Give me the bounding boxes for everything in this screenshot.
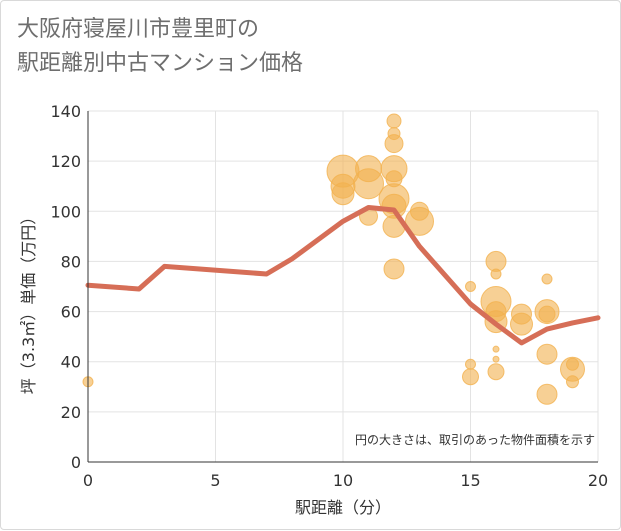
- bubble-point: [510, 312, 533, 336]
- bubble-point: [465, 281, 476, 292]
- bubble-point: [353, 168, 384, 200]
- y-tick-label: 120: [50, 152, 81, 171]
- chart-title-line-1: 大阪府寝屋川市豊里町の: [17, 17, 260, 42]
- y-tick-label: 40: [61, 353, 81, 372]
- chart-title-line-2: 駅距離別中古マンション価格: [17, 51, 304, 76]
- trend-line: [85, 205, 601, 346]
- bubble-point: [538, 305, 556, 323]
- axes: 0 20 40 60 80 100 120 140 0 5 10 15 20: [50, 102, 608, 490]
- bubble-point: [490, 268, 502, 280]
- x-tick-label: 5: [210, 471, 220, 490]
- bubble-point: [465, 358, 476, 370]
- bubble-point: [536, 383, 558, 405]
- y-tick-label: 20: [61, 403, 81, 422]
- bubble-point: [492, 345, 500, 353]
- x-tick-label: 15: [460, 471, 480, 490]
- bubble-point: [487, 363, 505, 381]
- bubble-point: [541, 273, 553, 285]
- y-tick-label: 80: [61, 252, 81, 271]
- y-tick-label: 100: [50, 202, 81, 221]
- x-tick-label: 20: [588, 471, 608, 490]
- bubble-point: [566, 375, 579, 389]
- bubble-point: [381, 193, 407, 219]
- chart-title: 大阪府寝屋川市豊里町の 駅距離別中古マンション価格: [17, 13, 577, 81]
- y-tick-label: 60: [61, 303, 81, 322]
- bubble-point: [492, 355, 500, 363]
- bubble-series: [82, 113, 585, 405]
- bubble-point: [331, 182, 355, 206]
- grid-lines: [88, 110, 599, 462]
- x-tick-label: 0: [83, 471, 93, 490]
- x-tick-label: 10: [333, 471, 353, 490]
- bubble-point: [384, 134, 404, 154]
- bubble-point: [383, 258, 405, 280]
- y-tick-label: 140: [50, 102, 81, 121]
- y-tick-label: 0: [71, 453, 81, 472]
- trend-series: [85, 205, 601, 346]
- x-axis-label: 駅距離（分）: [295, 498, 391, 517]
- bubble-point: [405, 206, 434, 236]
- bubble-point: [485, 250, 507, 272]
- bubble-point: [536, 343, 558, 365]
- bubble-point: [462, 368, 479, 386]
- bubble-point: [386, 113, 402, 129]
- size-note: 円の大きさは、取引のあった物件面積を示す: [355, 432, 595, 447]
- y-axis-label: 坪（3.3㎡）単価（万円）: [19, 209, 38, 394]
